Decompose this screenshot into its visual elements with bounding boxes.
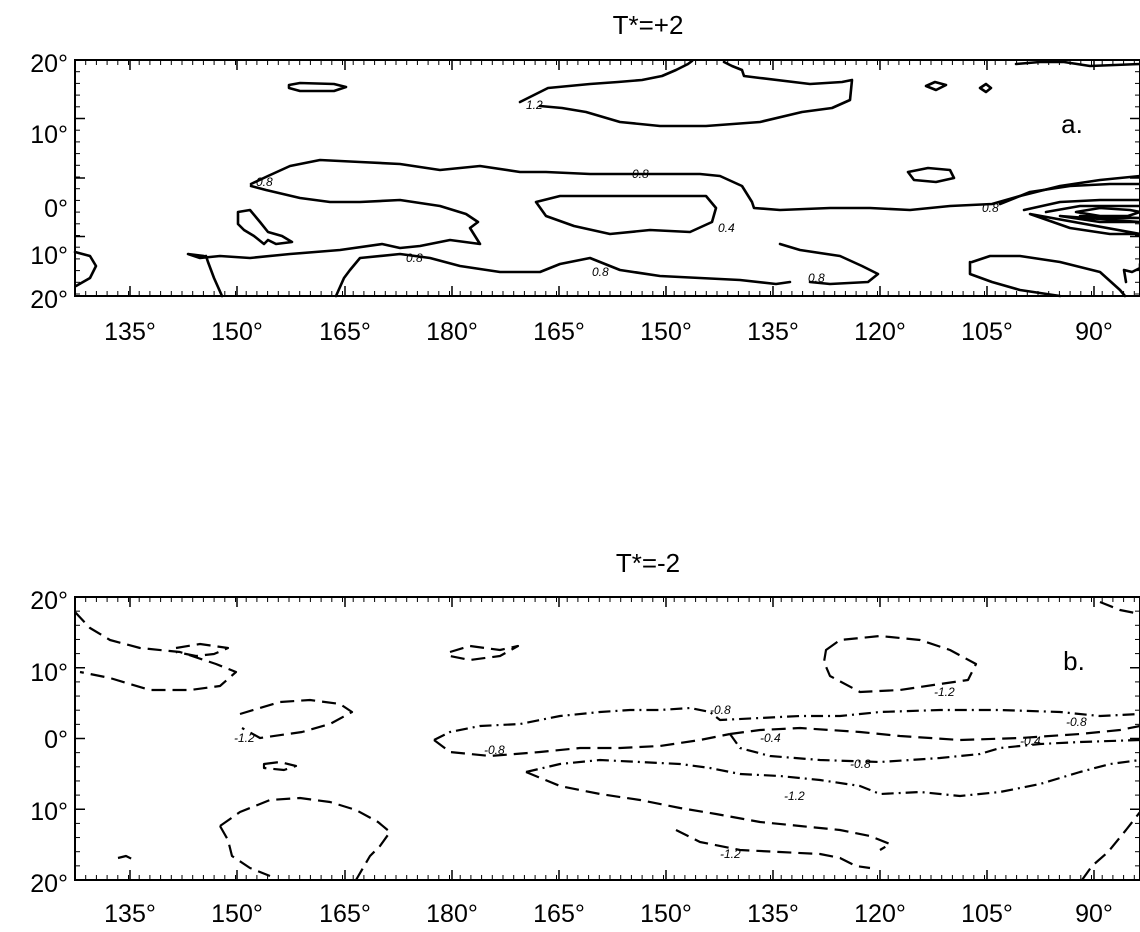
panel-a-xtick-label: 105° bbox=[961, 318, 1013, 346]
contour-line bbox=[906, 166, 956, 184]
contour-line bbox=[1099, 600, 1140, 616]
contour-label: -0.8 bbox=[1066, 715, 1087, 729]
panel-a-ytick-label: 20° bbox=[30, 50, 68, 78]
contour-label: -1.2 bbox=[934, 685, 955, 699]
contour-line bbox=[978, 82, 993, 94]
contour-line bbox=[924, 80, 948, 92]
contour-line bbox=[675, 829, 871, 870]
contour-line bbox=[729, 724, 1140, 742]
panel-a-xtick-label: 165° bbox=[533, 318, 585, 346]
contour-line bbox=[219, 796, 392, 881]
contour-label: -0.4 bbox=[760, 731, 781, 745]
contour-line bbox=[74, 611, 238, 692]
panel-b-contours bbox=[74, 600, 1140, 881]
panel-b-ytick-label: 10° bbox=[30, 659, 68, 687]
panel-a-xtick-label: 165° bbox=[319, 318, 371, 346]
contour-label: 0.8 bbox=[808, 271, 825, 285]
panel-b-title: T*=-2 bbox=[616, 548, 680, 578]
contour-label: 0.8 bbox=[592, 265, 609, 279]
panel-a-xtick-label: 180° bbox=[426, 318, 478, 346]
contour-label: 0.8 bbox=[982, 201, 999, 215]
contour-line bbox=[433, 706, 1140, 741]
contour-line bbox=[186, 184, 482, 260]
panel-a-ytick-label: 20° bbox=[30, 286, 68, 314]
panel-a-ytick-label: 10° bbox=[30, 242, 68, 270]
contour-line bbox=[534, 194, 718, 236]
contour-line bbox=[525, 758, 1140, 798]
contour-line bbox=[262, 760, 298, 772]
panel-b-xtick-label: 120° bbox=[854, 900, 906, 928]
panel-b-tag: b. bbox=[1063, 646, 1085, 676]
contour-line bbox=[729, 733, 1140, 764]
contour-label: -1.2 bbox=[720, 847, 741, 861]
panel-a-tag: a. bbox=[1061, 109, 1083, 139]
contour-line bbox=[968, 254, 1127, 298]
panel-a-xtick-label: 150° bbox=[640, 318, 692, 346]
panel-b-ytick-label: 20° bbox=[30, 587, 68, 615]
contour-label: 0.8 bbox=[256, 175, 273, 189]
panel-b-xtick-label: 135° bbox=[104, 900, 156, 928]
panel-b-xtick-label: 90° bbox=[1075, 900, 1113, 928]
panel-a-xtick-label: 135° bbox=[104, 318, 156, 346]
contour-line bbox=[1081, 811, 1140, 881]
contour-line bbox=[249, 158, 1140, 212]
contour-label: -0.8 bbox=[850, 757, 871, 771]
panel-b-xtick-label: 135° bbox=[747, 900, 799, 928]
contour-line bbox=[518, 59, 854, 128]
panel-a-xtick-label: 90° bbox=[1075, 318, 1113, 346]
panel-b-xtick-label: 150° bbox=[211, 900, 263, 928]
panel-a-frame bbox=[74, 59, 1140, 297]
contour-line bbox=[117, 854, 135, 861]
panel-a-contour-labels: 1.2 0.8 0.8 0.8 0.8 0.4 0.8 0.8 bbox=[256, 98, 999, 285]
panel-b-frame bbox=[74, 596, 1140, 881]
contour-label: -1.2 bbox=[234, 731, 255, 745]
panel-b-xtick-label: 150° bbox=[640, 900, 692, 928]
panel-a-contours bbox=[73, 59, 1140, 298]
contour-line bbox=[219, 825, 271, 878]
contour-line bbox=[998, 182, 1140, 236]
contour-line bbox=[1074, 206, 1140, 218]
contour-label: -0.8 bbox=[484, 743, 505, 757]
panel-b-ytick-label: 20° bbox=[30, 870, 68, 898]
contour-label: -1.2 bbox=[784, 789, 805, 803]
contour-line bbox=[239, 698, 354, 740]
panel-b-xtick-label: 165° bbox=[533, 900, 585, 928]
contour-line bbox=[204, 254, 224, 298]
panel-a-xtick-label: 150° bbox=[211, 318, 263, 346]
contour-line bbox=[236, 208, 294, 246]
panel-b-xtick-label: 105° bbox=[961, 900, 1013, 928]
contour-label: 1.2 bbox=[526, 98, 543, 112]
contour-label: 0.8 bbox=[632, 167, 649, 181]
contour-line bbox=[175, 642, 230, 658]
panel-a-xtick-label: 135° bbox=[747, 318, 799, 346]
contour-label: 0.8 bbox=[406, 251, 423, 265]
panel-b-xtick-label: 180° bbox=[426, 900, 478, 928]
contour-line bbox=[1022, 198, 1140, 224]
panel-b-ytick-label: 0° bbox=[44, 726, 68, 754]
contour-line bbox=[822, 634, 978, 694]
contour-label: -0.4 bbox=[1020, 734, 1041, 748]
panel-b-xtick-label: 165° bbox=[319, 900, 371, 928]
contour-label: 0.4 bbox=[718, 221, 735, 235]
panel-a-title: T*=+2 bbox=[613, 10, 684, 40]
contour-line bbox=[73, 250, 98, 288]
panel-a-xtick-label: 120° bbox=[854, 318, 906, 346]
contour-label: -0.8 bbox=[710, 703, 731, 717]
contour-line bbox=[525, 770, 892, 851]
contour-line bbox=[448, 644, 520, 662]
contour-line bbox=[778, 242, 1140, 286]
panel-b-ytick-label: 10° bbox=[30, 798, 68, 826]
panel-b: T*=-2 20° 10° 0° 10° 20° 135° 150° 165° … bbox=[30, 548, 1140, 928]
panel-a-ytick-label: 0° bbox=[44, 195, 68, 223]
contour-line bbox=[1014, 60, 1140, 68]
contour-line bbox=[287, 81, 348, 93]
contour-line bbox=[334, 252, 792, 298]
contour-line bbox=[433, 732, 731, 758]
panel-a-ytick-label: 10° bbox=[30, 121, 68, 149]
panel-b-contour-labels: -1.2 -1.2 -0.8 -0.8 -0.8 -0.4 -0.4 -0.8 … bbox=[234, 685, 1087, 861]
panel-a: T*=+2 20° 10° 0° 10° 20° 135° 150° 165° … bbox=[30, 10, 1140, 346]
